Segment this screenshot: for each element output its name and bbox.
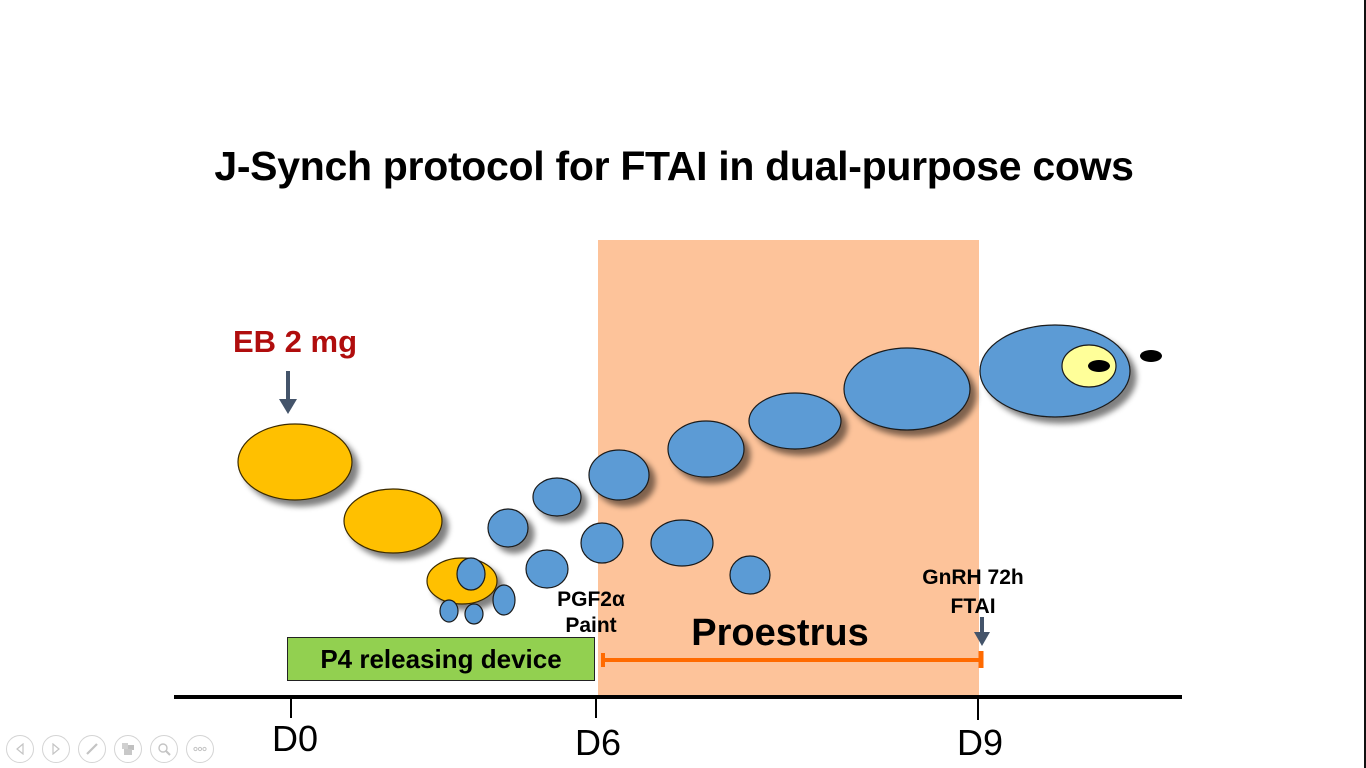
proestrus-band [598,240,979,697]
gnrh-label: GnRH 72h FTAI [893,563,1053,621]
gnrh-label-line2: FTAI [950,595,996,618]
follicle-growing [748,392,842,450]
oocyte-nucleus [1088,360,1110,372]
follicle [464,603,484,625]
follicle [439,599,459,623]
eb-label: EB 2 mg [232,324,358,359]
tick-label-d6: D6 [574,722,622,763]
pgf-label-line1: PGF2α [557,588,625,611]
pgf-label-line2: Paint [565,614,617,637]
zoom-icon[interactable] [150,735,178,763]
follicle [525,549,569,589]
follicle-growing [532,477,582,517]
pgf-label: PGF2α Paint [545,587,637,639]
p4-device-bar: P4 releasing device [287,637,595,681]
follicle [729,555,771,595]
proestrus-label: Proestrus [691,612,869,654]
slides-icon[interactable] [114,735,142,763]
corpus-luteum-large [237,423,353,501]
follicle-growing [667,420,745,478]
follicle [650,519,714,567]
gnrh-label-line1: GnRH 72h [922,566,1024,589]
slideshow-toolbar [6,735,214,763]
previous-icon[interactable] [6,735,34,763]
gnrh-arrow-head [974,632,990,646]
window-edge [1364,0,1366,768]
follicle [492,584,516,616]
tick-label-d0: D0 [271,718,319,759]
follicle-growing [588,449,650,501]
released-oocyte [1140,350,1162,362]
follicle [580,522,624,564]
more-icon[interactable] [186,735,214,763]
corpus-luteum-medium [343,488,443,554]
follicle [456,557,486,591]
follicle-growing [843,347,971,431]
slide-title: J-Synch protocol for FTAI in dual-purpos… [214,143,1134,189]
tick-label-d9: D9 [956,722,1004,763]
eb-arrow-head [279,399,297,414]
next-icon[interactable] [42,735,70,763]
follicle-growing [487,508,529,548]
pen-icon[interactable] [78,735,106,763]
